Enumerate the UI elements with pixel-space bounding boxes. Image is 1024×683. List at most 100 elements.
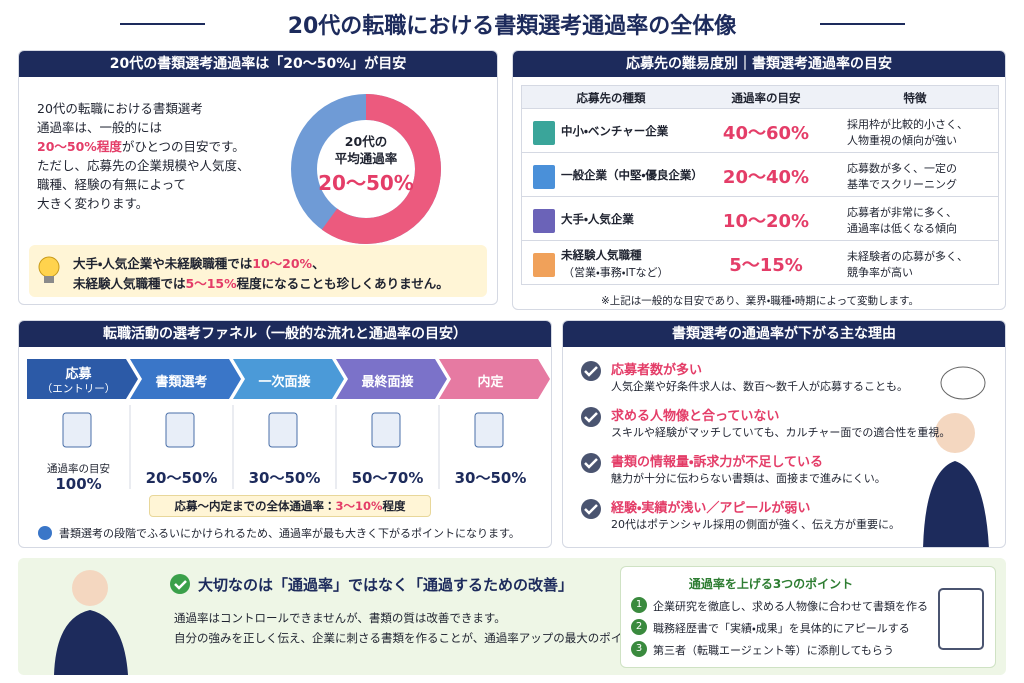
step-sub: （エントリー） xyxy=(41,383,116,395)
reason-title: 応募者数が多い xyxy=(611,363,703,378)
step-icon xyxy=(165,412,195,448)
panel: 応募先の難易度別｜書類選考通過率の目安 応募先の種類 通過率の目安 特徴 中小・ベンチャ… xyxy=(512,50,1006,310)
table-note: ※上記は一般的な目安であり、業界・職種・時期によって変動します。 xyxy=(600,295,920,307)
step-icon xyxy=(371,412,401,448)
table-row xyxy=(521,197,999,241)
step-rate: 30〜50% xyxy=(248,469,321,487)
reason-title: 経験・実績が浅い／アピールが弱い xyxy=(611,501,811,516)
summary-line: 自分の強みを正しく伝え、企業に刺さる書類を作ることが、通過率アップの最大のポイン… xyxy=(174,631,691,645)
point-number: 2 xyxy=(631,619,647,635)
text: がひとつの目安です。 xyxy=(121,139,245,154)
reason-title: 書類の情報量・訴求力が不足している xyxy=(611,455,824,470)
highlight: 3〜10% xyxy=(335,499,383,513)
feature: 採用枠が比較的小さく、 xyxy=(847,118,968,131)
text: 、 xyxy=(312,256,325,271)
thought-bubble xyxy=(940,366,986,400)
summary-graphics xyxy=(54,570,190,675)
text-line: 通過率は、一般的には xyxy=(37,120,163,135)
reason-text: 魅力が十分に伝わらない書類は、面接まで進みにくい。 xyxy=(611,472,886,485)
check-icon xyxy=(581,407,601,427)
text-line: 20代の転職における書類選考 xyxy=(37,101,203,116)
funnel-note: 書類選考の段階でふるいにかけられるため、通過率が最も大きく下がるポイントになりま… xyxy=(59,527,520,540)
reason-text: スキルや経験がマッチしていても、カルチャー面での適合性を重視。 xyxy=(611,426,951,439)
check-icon xyxy=(581,361,601,381)
check-mark xyxy=(584,366,598,377)
type-label: 大手・人気企業 xyxy=(561,212,634,226)
table-header xyxy=(521,85,999,109)
rate: 5〜15% xyxy=(729,255,803,276)
check-icon xyxy=(38,526,52,540)
donut xyxy=(291,94,441,244)
check-icon xyxy=(170,574,190,594)
step-rate: 50〜70% xyxy=(351,469,424,487)
overview-text: 20代の転職における書類選考 通過率は、一般的には 20〜50%程度がひとつの目安で… xyxy=(37,99,287,213)
panel: 20代の書類選考通過率は「20〜50%」が目安 20代の転職における書類選考 通過率… xyxy=(18,50,498,305)
rate-label: 通過率の目安 xyxy=(47,463,110,475)
funnel-graphics xyxy=(27,359,550,540)
reason-title: 求める人物像と合っていない xyxy=(611,409,780,424)
column-header: 応募先の種類 xyxy=(576,91,646,105)
highlight: 20〜50%程度 xyxy=(37,139,122,154)
text: 程度 xyxy=(382,499,406,513)
check-mark xyxy=(584,458,598,469)
points-title: 通過率を上げる3つのポイント xyxy=(688,577,854,591)
table-row xyxy=(521,109,999,153)
panel: 転職活動の選考ファネル（一般的な流れと通過率の目安） 応募 （エントリー） 通過率の目… xyxy=(18,320,552,548)
person-head xyxy=(72,570,108,606)
feature: 通過率は低くなる傾向 xyxy=(847,222,957,235)
step-rate: 100% xyxy=(55,475,102,493)
panel-heading: 書類選考の通過率が下がる主な理由 xyxy=(563,321,1005,347)
check-mark xyxy=(174,580,187,590)
step-rate: 30〜50% xyxy=(454,469,527,487)
rate: 40〜60% xyxy=(722,123,810,144)
reason-text: 20代はポテンシャル採用の側面が強く、伝え方が重要に。 xyxy=(611,518,900,531)
step-icon xyxy=(62,412,92,448)
type-label: 中小・ベンチャー企業 xyxy=(561,124,669,138)
text: 程度になることも珍しくありません。 xyxy=(236,276,449,291)
check-icon xyxy=(581,499,601,519)
summary-panel: 大切なのは「通過率」ではなく「通過するための改善」通過率はコントロールできません… xyxy=(18,558,1006,675)
funnel-step xyxy=(27,359,138,399)
point-text: 職務経歴書で「実績・成果」を具体的にアピールする xyxy=(653,622,910,635)
funnel-step xyxy=(439,359,550,399)
clipboard-icon xyxy=(938,588,984,650)
type-icon xyxy=(533,121,555,145)
feature: 基準でスクリーニング xyxy=(847,178,957,191)
type-icon xyxy=(533,165,555,189)
donut-label: 20代の xyxy=(344,134,388,149)
type-icon xyxy=(533,253,555,277)
column-header: 特徴 xyxy=(903,91,927,105)
text: 大手・人気企業や未経験職種では xyxy=(73,256,253,271)
note-box: 大手・人気企業や未経験職種では10〜20%、 未経験人気職種では5〜15%程度にな… xyxy=(29,245,487,297)
reasons-graphics xyxy=(581,361,989,547)
panel-heading: 転職活動の選考ファネル（一般的な流れと通過率の目安） xyxy=(19,321,551,347)
bulb-icon xyxy=(38,256,60,283)
step-icon xyxy=(268,412,298,448)
step-label: 最終面接 xyxy=(361,375,414,390)
highlight: 10〜20% xyxy=(252,256,313,271)
panel-heading: 応募先の難易度別｜書類選考通過率の目安 xyxy=(513,51,1005,77)
step-label: 一次面接 xyxy=(258,375,311,390)
panel: 書類選考の通過率が下がる主な理由 応募者数が多い 人気企業や好条件求人は、数百〜数千… xyxy=(562,320,1006,548)
person-body xyxy=(923,461,989,547)
table-row xyxy=(521,153,999,197)
point-number: 3 xyxy=(631,641,647,657)
feature: 未経験者の応募が多く、 xyxy=(847,250,968,263)
type-label: 未経験人気職種 xyxy=(561,248,642,262)
text: 未経験人気職種では xyxy=(73,276,186,291)
summary-line: 通過率はコントロールできませんが、書類の質は改善できます。 xyxy=(174,611,506,625)
text-line: 20〜50%程度がひとつの目安です。 xyxy=(37,137,287,156)
summary-heading: 大切なのは「通過率」ではなく「通過するための改善」 xyxy=(198,576,574,594)
feature: 人物重視の傾向が強い xyxy=(847,134,957,147)
funnel-step xyxy=(233,359,344,399)
text: 応募〜内定までの全体通過率： xyxy=(174,499,336,513)
table-row xyxy=(521,241,999,285)
step-icon xyxy=(474,412,504,448)
point-text: 企業研究を徹底し、求める人物像に合わせて書類を作る xyxy=(653,600,928,613)
donut-label: 平均通過率 xyxy=(334,151,398,166)
point-text: 第三者（転職エージェント等）に添削してもらう xyxy=(653,644,894,657)
funnel-step xyxy=(130,359,241,399)
type-icon xyxy=(533,209,555,233)
point-number: 1 xyxy=(631,597,647,613)
